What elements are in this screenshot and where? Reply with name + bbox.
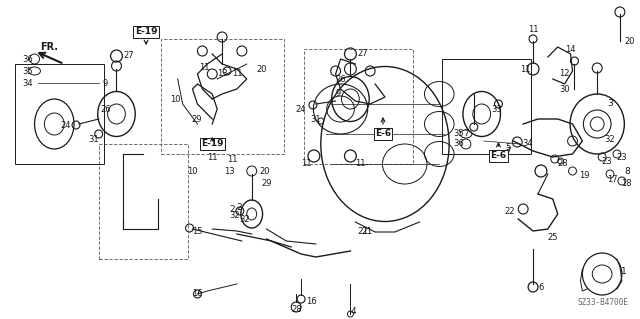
Text: 11: 11 [227, 154, 237, 164]
Text: 21: 21 [358, 226, 369, 235]
Text: 32: 32 [605, 135, 615, 144]
Bar [442, 59, 531, 154]
Text: 34: 34 [22, 78, 33, 87]
Text: 7: 7 [463, 130, 468, 138]
Text: 31: 31 [310, 115, 321, 123]
Text: 11: 11 [520, 64, 531, 73]
Text: 2: 2 [229, 204, 235, 213]
Text: 20: 20 [259, 167, 270, 175]
Text: 31: 31 [88, 135, 99, 144]
Text: 36: 36 [454, 139, 465, 149]
Text: 35: 35 [454, 130, 464, 138]
Text: 15: 15 [192, 226, 203, 235]
Text: 5: 5 [505, 143, 510, 152]
Text: 25: 25 [548, 233, 558, 241]
Text: 24: 24 [296, 105, 306, 114]
Text: 35: 35 [22, 66, 33, 76]
Bar [304, 49, 413, 164]
Text: 33: 33 [491, 105, 502, 114]
Text: 17: 17 [607, 174, 618, 183]
Text: 11: 11 [199, 63, 209, 71]
Text: 13: 13 [217, 70, 227, 78]
Text: 11: 11 [207, 152, 218, 161]
Text: 24: 24 [61, 122, 71, 130]
Text: 7: 7 [506, 146, 511, 155]
Text: 21: 21 [362, 226, 373, 235]
Text: 10: 10 [170, 94, 180, 103]
Text: 34: 34 [523, 139, 533, 149]
Text: 9: 9 [336, 90, 341, 99]
Text: 11: 11 [301, 160, 311, 168]
Text: 8: 8 [624, 167, 630, 175]
Text: 36: 36 [22, 55, 33, 63]
Text: 16: 16 [306, 296, 316, 306]
Text: SZ33-B4700E: SZ33-B4700E [577, 298, 628, 307]
Text: 32: 32 [230, 211, 240, 219]
Text: E-19: E-19 [135, 27, 157, 36]
Text: 6: 6 [538, 283, 543, 292]
Text: 3: 3 [607, 100, 613, 108]
Text: 32: 32 [239, 214, 250, 224]
Text: 11: 11 [355, 160, 365, 168]
Text: 16: 16 [192, 290, 203, 299]
Bar [15, 64, 104, 164]
Text: 23: 23 [602, 157, 612, 166]
Bar [99, 144, 188, 259]
Text: 1: 1 [621, 266, 627, 276]
Text: 10: 10 [187, 167, 197, 175]
Text: 18: 18 [621, 180, 632, 189]
Text: E-6: E-6 [490, 152, 506, 160]
Text: E-19: E-19 [201, 139, 223, 149]
Text: 4: 4 [351, 308, 356, 316]
Text: 14: 14 [565, 44, 576, 54]
Text: 11: 11 [528, 25, 538, 33]
Text: 27: 27 [357, 49, 367, 58]
Text: 20: 20 [625, 36, 635, 46]
Text: 9: 9 [103, 79, 108, 88]
Text: 28: 28 [292, 305, 303, 314]
Text: 22: 22 [505, 206, 515, 216]
Text: FR.: FR. [40, 42, 58, 52]
Text: 26: 26 [335, 75, 346, 84]
Text: 26: 26 [100, 105, 111, 114]
Text: 23: 23 [616, 152, 627, 161]
Bar [161, 39, 284, 154]
Text: 13: 13 [224, 167, 234, 175]
Text: 20: 20 [257, 64, 267, 73]
Text: 30: 30 [559, 85, 570, 93]
Text: 27: 27 [123, 51, 134, 61]
Text: 12: 12 [559, 70, 570, 78]
Text: 29: 29 [192, 115, 202, 123]
Text: 11: 11 [232, 70, 242, 78]
Text: 28: 28 [557, 160, 568, 168]
Text: 29: 29 [261, 180, 272, 189]
Text: 19: 19 [579, 172, 589, 181]
Text: 2: 2 [236, 203, 242, 211]
Text: E-6: E-6 [375, 130, 391, 138]
